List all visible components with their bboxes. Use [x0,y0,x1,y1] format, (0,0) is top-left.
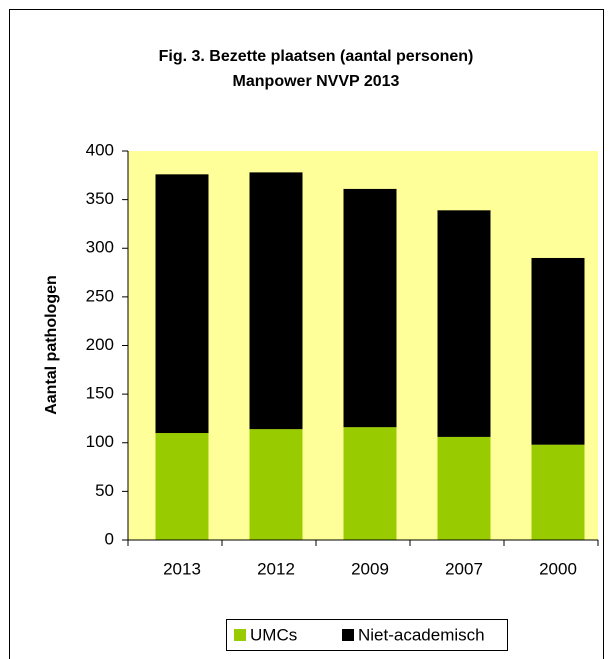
bar-segment [531,257,585,445]
y-tick-label: 350 [86,189,114,208]
y-tick-label: 0 [105,529,114,548]
x-tick-label: 2012 [257,559,295,578]
y-tick-label: 300 [86,238,114,257]
legend-label: Niet-academisch [358,625,485,644]
legend-swatch [342,629,354,641]
y-tick-label: 400 [86,140,114,159]
legend-box [226,619,508,651]
x-tick-label: 2013 [163,559,201,578]
y-tick-label: 200 [86,335,114,354]
chart-subtitle: Manpower NVVP 2013 [233,73,400,90]
y-tick-label: 250 [86,286,114,305]
bar-segment [155,174,209,434]
y-axis-label: Aantal pathologen [43,275,60,415]
legend-label: UMCs [250,625,297,644]
legend-swatch [234,629,246,641]
bar-segment [155,433,209,540]
bar-segment [437,210,491,437]
bar-segment [343,427,397,540]
bar-segment [437,436,491,540]
bar-segment [249,172,303,430]
x-tick-label: 2007 [445,559,483,578]
bar-segment [249,429,303,540]
bar-segment [531,444,585,540]
y-tick-label: 150 [86,384,114,403]
legend: UMCs Niet-academisch [226,619,508,651]
chart-title: Fig. 3. Bezette plaatsen (aantal persone… [159,48,474,65]
y-tick-label: 50 [95,481,114,500]
y-tick-label: 100 [86,432,114,451]
x-tick-label: 2009 [351,559,389,578]
bar-segment [343,188,397,428]
x-tick-label: 2000 [539,559,577,578]
